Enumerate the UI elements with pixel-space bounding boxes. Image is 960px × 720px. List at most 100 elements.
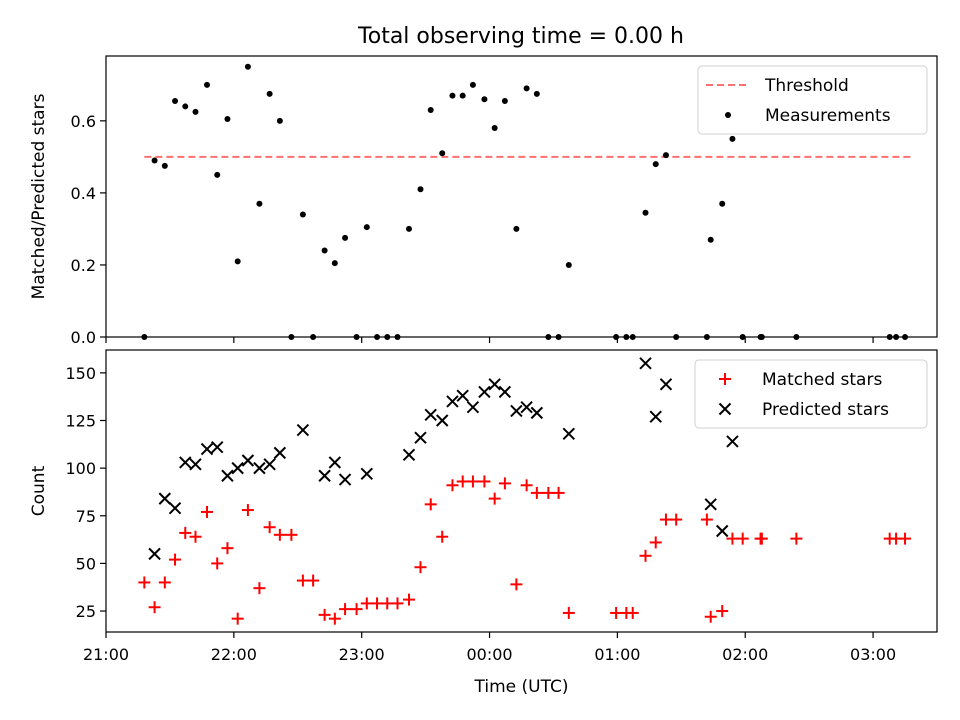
predicted-star-stroke — [414, 431, 427, 444]
count-legend-box — [694, 359, 928, 429]
measurement-point — [719, 200, 726, 207]
count-axes: 25 50 75 100 125 150 21:00 22:00 23:00 00:00 01:00… — [29, 349, 938, 697]
measurement-point — [523, 85, 530, 92]
matched-star-marker — [350, 603, 363, 616]
predicted-star-stroke — [211, 440, 224, 454]
measurement-point — [481, 96, 488, 103]
predicted-star-marker — [338, 473, 352, 486]
count-xtick-label: 01:00 — [594, 645, 640, 664]
matched-star-marker — [360, 597, 373, 610]
predicted-star-marker — [296, 423, 310, 437]
count-xtick-label: 21:00 — [83, 645, 129, 664]
matched-star-marker — [263, 521, 276, 534]
measurement-point — [363, 224, 370, 231]
count-xtick-label: 23:00 — [339, 645, 385, 664]
predicted-star-marker — [148, 547, 161, 561]
measurement-point — [533, 90, 540, 97]
count-ylabel: Count — [29, 465, 49, 516]
count-xtick-label: 00:00 — [466, 645, 512, 664]
ratio-ylabel: Matched/Predicted stars — [29, 93, 49, 299]
matched-star-marker — [610, 606, 623, 619]
matched-star-marker — [200, 505, 213, 518]
matched-star-marker — [273, 528, 286, 541]
matched-star-marker — [456, 475, 469, 488]
matched-star-marker — [391, 597, 404, 610]
measurement-point — [214, 171, 221, 178]
predicted-star-stroke — [148, 547, 161, 561]
count-xtick-label: 02:00 — [722, 645, 768, 664]
predicted-star-stroke — [338, 473, 352, 486]
predicted-star-stroke — [639, 357, 652, 370]
measurement-point — [793, 334, 800, 340]
predicted-star-stroke — [273, 446, 287, 460]
measurement-point — [642, 209, 649, 216]
measurement-point — [266, 90, 273, 97]
matched-star-marker — [649, 536, 662, 549]
count-ytick-label: 50 — [76, 554, 96, 573]
predicted-star-marker — [659, 378, 673, 391]
predicted-star-marker — [726, 435, 739, 448]
measurement-point — [739, 334, 746, 340]
measurement-point — [321, 247, 328, 254]
measurement-point — [244, 63, 251, 70]
measurement-point — [491, 125, 498, 132]
predicted-star-stroke — [716, 524, 729, 538]
count-ytick-label: 75 — [76, 507, 96, 526]
predicted-star-marker — [328, 456, 342, 469]
predicted-star-stroke — [158, 492, 172, 505]
predicted-star-marker — [446, 395, 459, 408]
predicted-star-marker — [189, 458, 202, 471]
measurement-point — [673, 334, 680, 340]
predicted-star-marker — [456, 389, 469, 402]
predicted-star-stroke — [200, 442, 214, 456]
measurement-point — [662, 152, 669, 159]
measurement-point — [565, 261, 572, 268]
ratio-ytick-label: 0.2 — [71, 256, 96, 275]
measurement-point — [384, 334, 391, 340]
predicted-star-marker — [179, 456, 192, 469]
measurement-point — [234, 258, 241, 265]
predicted-star-stroke — [510, 404, 523, 418]
count-legend: Matched stars Predicted stars — [694, 359, 928, 429]
matched-star-marker — [510, 578, 523, 591]
predicted-star-marker — [478, 385, 491, 399]
ratio-axes: 0.0 0.2 0.4 0.6 Matched/Predicted stars Thres… — [29, 55, 938, 347]
matched-star-marker — [446, 479, 459, 492]
predicted-star-stroke — [402, 448, 416, 462]
matched-star-marker — [530, 486, 543, 499]
matched-star-marker — [704, 610, 717, 623]
matched-star-marker — [639, 549, 652, 562]
measurement-point — [893, 334, 900, 340]
measurement-point — [629, 334, 636, 340]
predicted-star-stroke — [488, 378, 501, 391]
count-xlabel: Time (UTC) — [474, 677, 569, 697]
matched-star-marker — [542, 486, 555, 499]
matched-star-marker — [755, 532, 768, 545]
predicted-star-marker — [466, 400, 480, 414]
measurement-point — [555, 334, 562, 340]
measurement-point — [417, 186, 424, 193]
predicted-star-marker — [231, 461, 244, 475]
predicted-star-marker — [414, 431, 427, 444]
matched-star-marker — [221, 542, 234, 555]
count-ytick-label: 100 — [65, 459, 96, 478]
count-ytick-label: 150 — [65, 364, 96, 383]
predicted-star-stroke — [263, 458, 276, 471]
matched-star-marker — [211, 557, 224, 570]
figure-title: Total observing time = 0.00 h — [357, 24, 684, 49]
predicted-star-stroke — [659, 378, 673, 391]
predicted-star-stroke — [296, 423, 310, 437]
measurement-point — [224, 116, 231, 123]
predicted-star-marker — [273, 446, 287, 460]
measurement-point — [203, 81, 210, 88]
matched-star-marker — [736, 532, 749, 545]
predicted-star-marker — [562, 427, 576, 441]
measurement-point — [902, 334, 909, 340]
measurement-point — [729, 135, 736, 142]
predicted-star-stroke — [189, 458, 202, 471]
predicted-star-stroke — [498, 385, 512, 399]
measurement-point — [288, 334, 295, 340]
matched-star-marker — [296, 574, 309, 587]
predicted-star-stroke — [231, 461, 244, 475]
measurement-point — [192, 108, 199, 115]
